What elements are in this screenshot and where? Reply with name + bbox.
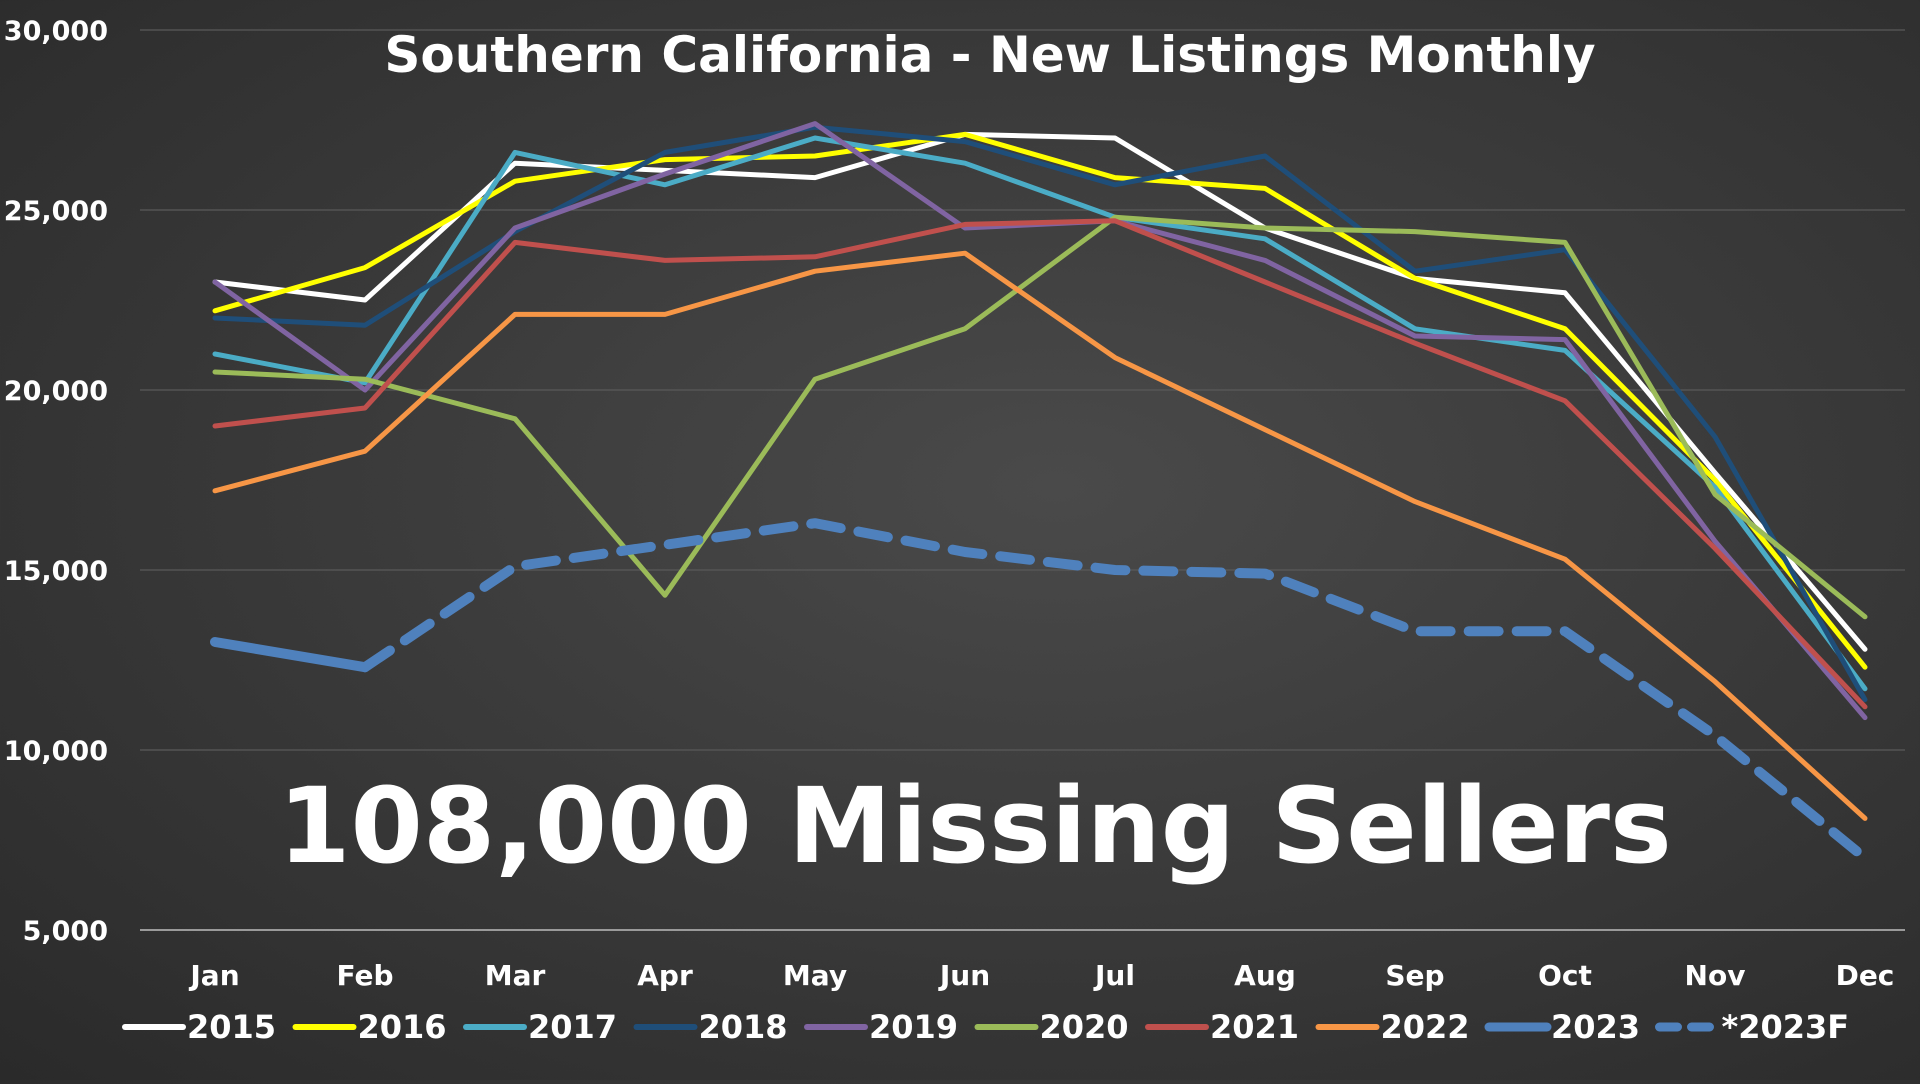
- x-tick-label: Sep: [1385, 959, 1444, 992]
- y-axis-ticks: 5,000 10,000 15,000 20,000 25,000 30,000: [4, 16, 108, 947]
- legend-label: *2023F: [1722, 1008, 1850, 1046]
- x-tick-label: Nov: [1685, 959, 1746, 992]
- legend-label: 2021: [1210, 1008, 1299, 1046]
- series-line-2015: [212, 131, 1868, 652]
- x-tick-label: Aug: [1234, 959, 1296, 992]
- x-tick-label: Feb: [336, 959, 393, 992]
- series-line-2023: [210, 637, 370, 673]
- series-line-2023f: [360, 518, 1870, 863]
- series-line-2021: [212, 218, 1868, 710]
- x-tick-label: Jan: [188, 959, 239, 992]
- series-line-2016: [212, 131, 1868, 670]
- legend-label: 2016: [358, 1008, 447, 1046]
- series-line-2020: [212, 214, 1868, 620]
- legend: 2015 2016 2017 2018 2019 2020 2021 2022 2023 *202…: [122, 1008, 1850, 1046]
- x-tick-label: Oct: [1538, 959, 1592, 992]
- y-tick-label: 15,000: [4, 556, 108, 587]
- y-tick-label: 5,000: [23, 916, 108, 947]
- y-tick-label: 30,000: [4, 16, 108, 47]
- series-line-2022: [212, 250, 1868, 821]
- x-tick-label: May: [783, 959, 847, 992]
- legend-label: 2020: [1040, 1008, 1129, 1046]
- legend-label: 2019: [869, 1008, 958, 1046]
- y-tick-label: 10,000: [4, 736, 108, 767]
- x-tick-label: Dec: [1836, 959, 1895, 992]
- x-tick-label: Mar: [485, 959, 546, 992]
- legend-label: 2022: [1381, 1008, 1470, 1046]
- legend-label: 2015: [187, 1008, 276, 1046]
- y-tick-label: 25,000: [4, 196, 108, 227]
- x-tick-label: Apr: [637, 959, 693, 992]
- legend-label: 2018: [699, 1008, 788, 1046]
- chart-annotation: 108,000 Missing Sellers: [278, 765, 1672, 887]
- legend-label: 2023: [1551, 1008, 1640, 1046]
- legend-label: 2017: [528, 1008, 617, 1046]
- x-axis-ticks: Jan Feb Mar Apr May Jun Jul Aug Sep Oct Nov Dec: [188, 959, 1894, 992]
- chart-title: Southern California - New Listings Month…: [384, 26, 1595, 84]
- x-tick-label: Jun: [938, 959, 990, 992]
- y-tick-label: 20,000: [4, 376, 108, 407]
- x-tick-label: Jul: [1093, 959, 1135, 992]
- series-layer: [210, 121, 1870, 863]
